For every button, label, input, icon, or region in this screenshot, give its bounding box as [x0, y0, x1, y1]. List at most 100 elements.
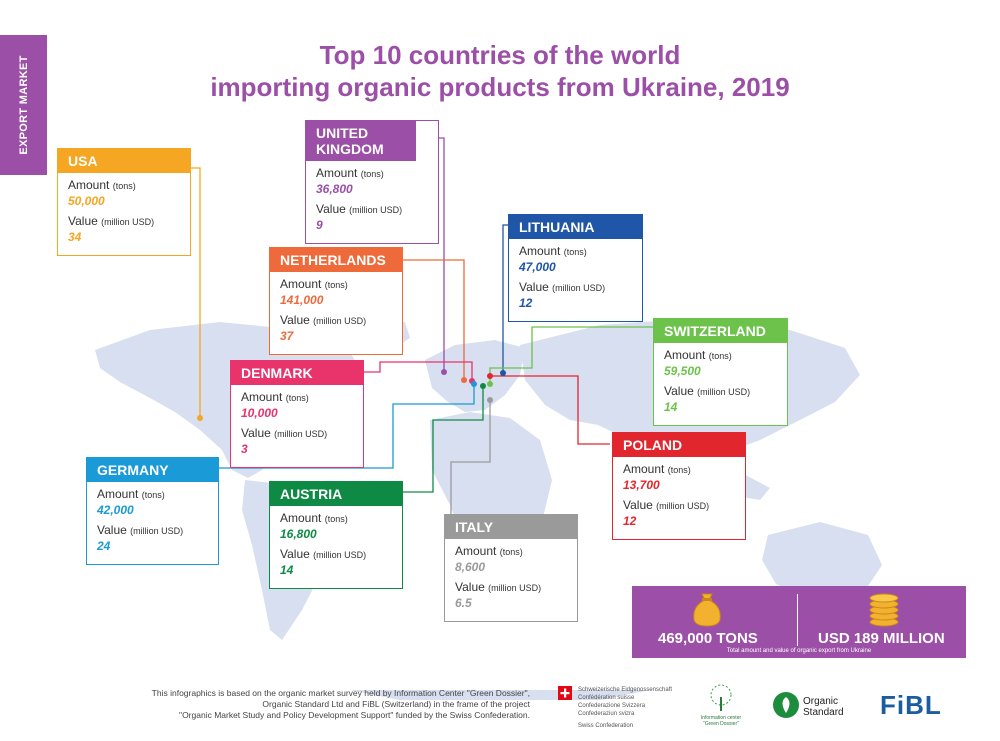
total-usd: USD 189 MILLION: [818, 630, 945, 647]
country-card-usa: USA Amount (tons) 50,000 Value (million …: [57, 148, 191, 256]
country-name: UNITED KINGDOM: [306, 121, 416, 161]
value-value: 14: [664, 400, 678, 414]
organic-standard-leaf-icon: [773, 692, 799, 718]
austria-dot: [480, 383, 486, 389]
country-card-germany: GERMANY Amount (tons) 42,000 Value (mill…: [86, 457, 219, 565]
country-name: NETHERLANDS: [270, 248, 402, 272]
lithuania-dot: [500, 370, 506, 376]
country-card-netherlands: NETHERLANDS Amount (tons) 141,000 Value …: [269, 247, 403, 355]
country-card-poland: POLAND Amount (tons) 13,700 Value (milli…: [612, 432, 746, 540]
amount-label: Amount (tons): [280, 511, 348, 525]
page-title-line-2: importing organic products from Ukraine,…: [210, 72, 790, 102]
amount-label: Amount (tons): [280, 277, 348, 291]
value-label: Value (million USD): [241, 426, 328, 440]
switzerland-dot: [487, 381, 493, 387]
antarctica-shape: [350, 690, 650, 700]
amount-value: 13,700: [623, 478, 660, 492]
value-label: Value (million USD): [97, 523, 184, 537]
swiss-line-5: Swiss Confederation: [578, 723, 634, 729]
amount-value: 8,600: [455, 560, 486, 574]
netherlands-dot: [461, 377, 467, 383]
country-name: ITALY: [445, 515, 577, 539]
swiss-line-4: Confederaziun svizra: [578, 711, 635, 717]
country-card-switzerland: SWITZERLAND Amount (tons) 59,500 Value (…: [653, 318, 788, 426]
amount-value: 141,000: [280, 293, 324, 307]
swiss-line-1: Schweizerische Eidgenossenschaft: [578, 687, 673, 693]
value-value: 12: [519, 296, 533, 310]
green-dossier-text: Information center "Green Dossier": [700, 715, 742, 727]
footnote-line-2: Organic Standard Ltd and FiBL (Switzerla…: [262, 699, 530, 709]
italy-dot: [487, 397, 493, 403]
value-label: Value (million USD): [455, 580, 542, 594]
organic-standard-text-2: Standard: [803, 707, 844, 718]
swiss-flag-icon: [558, 686, 572, 700]
value-label: Value (million USD): [280, 547, 367, 561]
europe-shape: [425, 340, 525, 412]
australia-shape: [762, 522, 882, 600]
summary-caption: Total amount and value of organic export…: [726, 648, 872, 654]
amount-value: 47,000: [519, 260, 556, 274]
germany-dot: [471, 381, 477, 387]
green-dossier-logo: Information center "Green Dossier": [700, 683, 742, 727]
value-label: Value (million USD): [664, 384, 751, 398]
amount-label: Amount (tons): [241, 390, 309, 404]
amount-label: Amount (tons): [664, 348, 732, 362]
export-summary-box: 469,000 TONS USD 189 MILLION Total amoun…: [632, 586, 966, 658]
poland-dot: [487, 373, 493, 379]
value-value: 9: [316, 218, 323, 232]
value-value: 12: [623, 514, 637, 528]
amount-label: Amount (tons): [68, 178, 136, 192]
country-name: GERMANY: [87, 458, 218, 482]
amount-value: 50,000: [68, 194, 105, 208]
country-card-italy: ITALY Amount (tons) 8,600 Value (million…: [444, 514, 578, 622]
country-name: DENMARK: [231, 361, 363, 385]
amount-value: 59,500: [664, 364, 701, 378]
value-label: Value (million USD): [280, 313, 367, 327]
amount-label: Amount (tons): [519, 244, 587, 258]
country-name: USA: [58, 149, 190, 173]
value-label: Value (million USD): [316, 202, 403, 216]
organic-standard-text-1: Organic: [803, 696, 839, 707]
country-card-austria: AUSTRIA Amount (tons) 16,800 Value (mill…: [269, 481, 403, 589]
swiss-line-2: Confédération suisse: [578, 695, 635, 701]
uk-dot: [441, 369, 447, 375]
total-tons: 469,000 TONS: [658, 630, 758, 647]
country-card-denmark: DENMARK Amount (tons) 10,000 Value (mill…: [230, 360, 364, 468]
footnote-line-1: This infographics is based on the organi…: [151, 688, 530, 698]
amount-label: Amount (tons): [455, 544, 523, 558]
amount-value: 42,000: [97, 503, 134, 517]
country-name: POLAND: [613, 433, 745, 457]
footnote: This infographics is based on the organi…: [140, 688, 530, 721]
value-value: 6.5: [455, 596, 472, 610]
country-card-uk: UNITED KINGDOM Amount (tons) 36,800 Valu…: [305, 120, 439, 244]
swiss-line-3: Confederazione Svizzera: [578, 703, 646, 709]
value-value: 14: [280, 563, 294, 577]
country-name: SWITZERLAND: [654, 319, 787, 343]
footnote-line-3: "Organic Market Study and Policy Develop…: [179, 710, 530, 720]
country-name: LITHUANIA: [509, 215, 642, 239]
country-card-lithuania: LITHUANIA Amount (tons) 47,000 Value (mi…: [508, 214, 643, 322]
sack-icon: [693, 593, 721, 627]
value-value: 34: [68, 230, 82, 244]
coins-icon: [869, 593, 899, 627]
value-label: Value (million USD): [519, 280, 606, 294]
fibl-logo: FiBL: [880, 690, 942, 720]
value-label: Value (million USD): [68, 214, 155, 228]
summary-icons: [693, 593, 899, 627]
page-title-line-1: Top 10 countries of the world: [319, 40, 681, 70]
value-value: 3: [241, 442, 248, 456]
value-label: Value (million USD): [623, 498, 710, 512]
export-market-tab: EXPORT MARKET: [0, 35, 47, 175]
amount-value: 16,800: [280, 527, 317, 541]
amount-label: Amount (tons): [316, 166, 384, 180]
amount-label: Amount (tons): [623, 462, 691, 476]
country-dots: [197, 369, 506, 421]
usa-dot: [197, 415, 203, 421]
amount-value: 10,000: [241, 406, 278, 420]
green-dossier-tree-icon: [710, 684, 732, 711]
amount-label: Amount (tons): [97, 487, 165, 501]
country-name: AUSTRIA: [270, 482, 402, 506]
value-value: 24: [97, 539, 111, 553]
summary-divider: [797, 594, 798, 646]
value-value: 37: [280, 329, 294, 343]
